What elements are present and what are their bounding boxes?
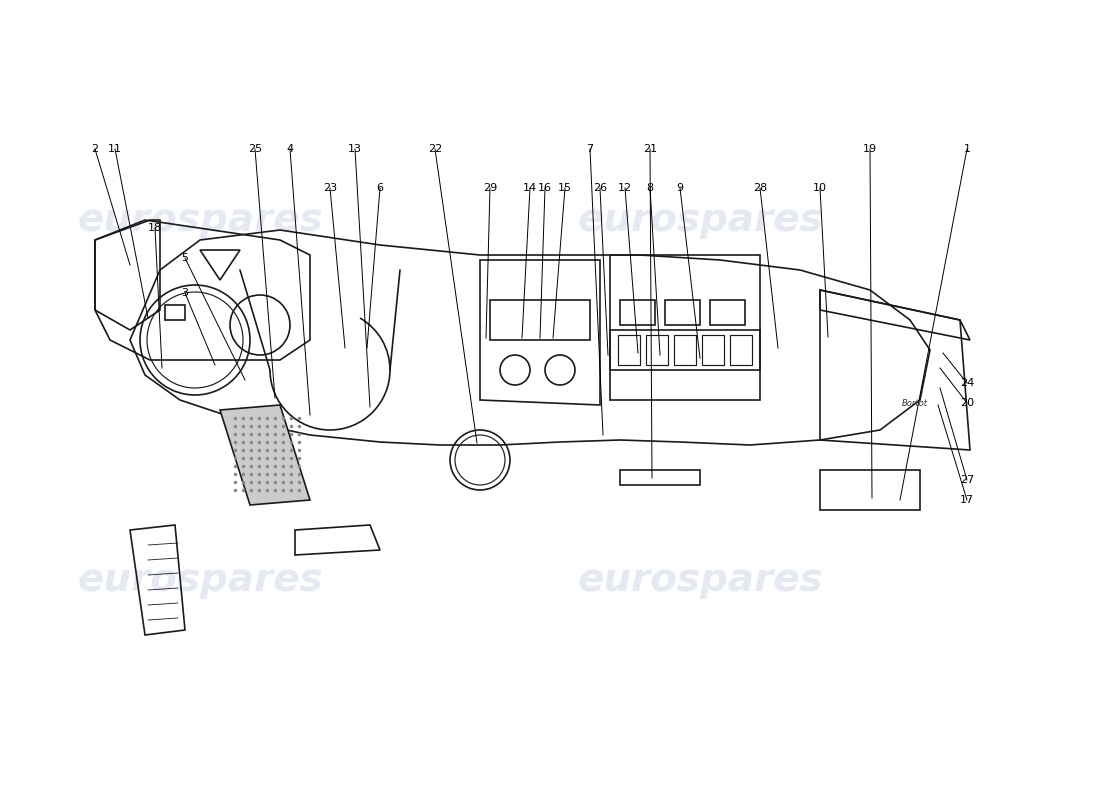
Text: 6: 6 xyxy=(376,183,384,193)
Text: 24: 24 xyxy=(960,378,975,388)
Text: 28: 28 xyxy=(752,183,767,193)
Text: eurospares: eurospares xyxy=(77,201,323,239)
Text: 21: 21 xyxy=(642,144,657,154)
Text: 18: 18 xyxy=(147,223,162,233)
Text: 1: 1 xyxy=(964,144,970,154)
Text: 13: 13 xyxy=(348,144,362,154)
Text: 27: 27 xyxy=(960,475,975,485)
Text: 8: 8 xyxy=(647,183,653,193)
Text: 20: 20 xyxy=(960,398,975,408)
Text: 3: 3 xyxy=(182,288,188,298)
Text: Bortot: Bortot xyxy=(902,398,928,407)
Text: 11: 11 xyxy=(108,144,122,154)
Text: 25: 25 xyxy=(248,144,262,154)
Text: 29: 29 xyxy=(483,183,497,193)
Text: 7: 7 xyxy=(586,144,594,154)
Text: 4: 4 xyxy=(286,144,294,154)
Polygon shape xyxy=(220,405,310,505)
Text: eurospares: eurospares xyxy=(578,201,823,239)
Text: 19: 19 xyxy=(862,144,877,154)
Text: 23: 23 xyxy=(323,183,337,193)
Text: eurospares: eurospares xyxy=(578,561,823,599)
Text: 14: 14 xyxy=(522,183,537,193)
Text: 26: 26 xyxy=(593,183,607,193)
Text: 16: 16 xyxy=(538,183,552,193)
Text: eurospares: eurospares xyxy=(77,561,323,599)
Text: 9: 9 xyxy=(676,183,683,193)
Text: 15: 15 xyxy=(558,183,572,193)
Text: 22: 22 xyxy=(428,144,442,154)
Text: 10: 10 xyxy=(813,183,827,193)
Text: 12: 12 xyxy=(618,183,632,193)
Text: 2: 2 xyxy=(91,144,99,154)
Text: 17: 17 xyxy=(960,495,975,505)
Text: 5: 5 xyxy=(182,253,188,263)
